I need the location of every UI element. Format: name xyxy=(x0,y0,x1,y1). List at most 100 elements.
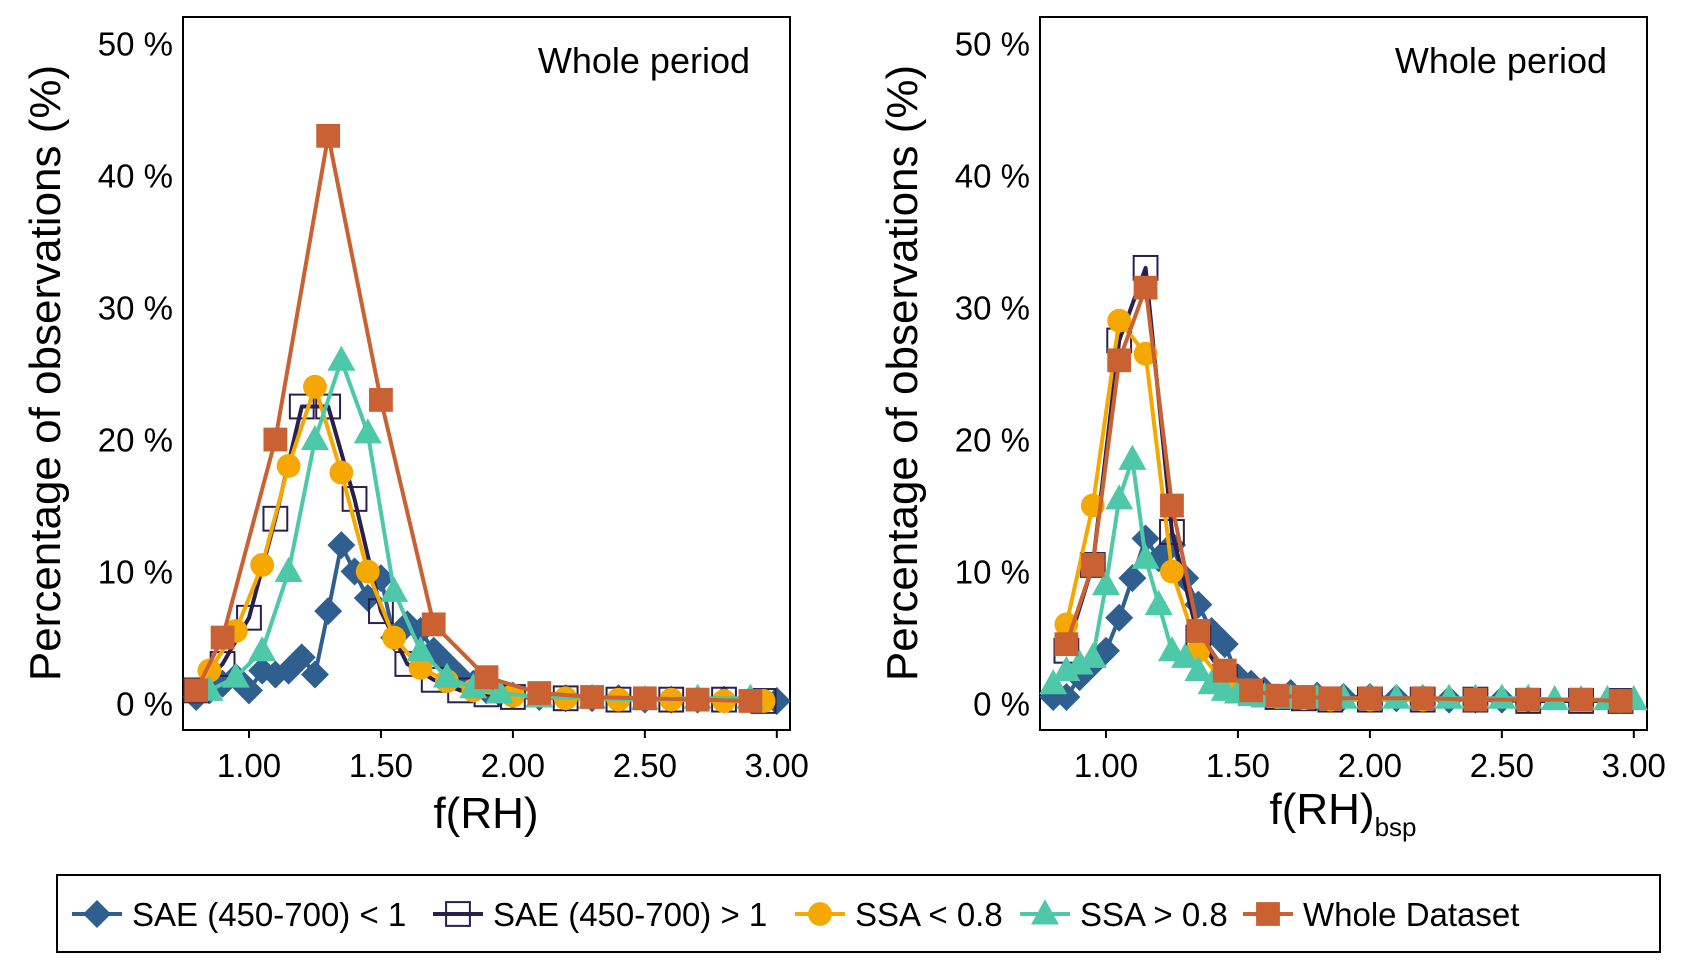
diamond-icon xyxy=(83,900,111,928)
right-data-point xyxy=(1078,642,1107,668)
left-y-tick-label: 40 % xyxy=(98,157,173,194)
open-square-icon xyxy=(445,901,471,927)
left-x-tick-label: 1.00 xyxy=(217,747,281,784)
left-data-point xyxy=(341,486,368,512)
left-data-point xyxy=(353,418,382,444)
left-data-point xyxy=(184,678,209,703)
legend-label: SSA < 0.8 xyxy=(855,896,1003,933)
left-panel: 1.00 1.50 2.00 2.50 3.00 0 % 10 % 20 % 30 % 40 % 5… xyxy=(21,16,809,838)
right-data-point xyxy=(1292,685,1316,709)
right-series-line xyxy=(1064,318,1621,703)
left-data-point xyxy=(288,393,315,420)
right-series-whole-dataset xyxy=(1054,275,1633,713)
left-data-point xyxy=(355,559,380,584)
right-data-point xyxy=(1357,686,1382,711)
left-data-point xyxy=(300,660,329,689)
left-y-tick-label: 10 % xyxy=(98,554,173,591)
left-data-point xyxy=(406,636,435,662)
right-data-point xyxy=(1118,564,1147,593)
right-data-point xyxy=(1540,684,1569,711)
right-tick-layer: 1.00 1.50 2.00 2.50 3.00 0 % 10 % 20 % 30 % 40 % 5… xyxy=(955,25,1666,784)
legend-label: SAE (450-700) < 1 xyxy=(132,896,406,933)
right-data-point xyxy=(1186,619,1211,643)
right-series-layer xyxy=(1039,254,1648,714)
left-data-point xyxy=(369,388,393,412)
right-data-point xyxy=(1160,559,1184,584)
left-data-point xyxy=(262,505,289,532)
left-x-axis-title: f(RH) xyxy=(433,789,538,838)
left-data-point xyxy=(459,673,488,699)
right-data-point xyxy=(1239,678,1264,703)
right-data-point xyxy=(1265,683,1290,708)
legend-item: SSA > 0.8 xyxy=(1020,896,1228,933)
right-data-point xyxy=(1463,687,1488,712)
left-data-point xyxy=(327,345,356,371)
right-data-point xyxy=(1160,493,1184,518)
right-y-tick-label: 40 % xyxy=(955,157,1030,194)
right-data-point xyxy=(1054,632,1079,657)
left-data-point xyxy=(250,553,275,577)
left-y-axis-title: Percentage of observations (%) xyxy=(21,65,70,681)
left-series-layer xyxy=(182,123,791,715)
left-data-point xyxy=(287,643,316,672)
left-data-point xyxy=(421,612,446,637)
right-series-sae-450-700-1 xyxy=(1053,254,1634,714)
right-data-point xyxy=(1569,687,1593,712)
right-data-point xyxy=(1091,570,1120,596)
left-panel-label: Whole period xyxy=(538,40,750,81)
left-data-point xyxy=(329,460,354,485)
left-data-point xyxy=(263,427,288,452)
right-data-point xyxy=(1052,655,1081,682)
left-x-tick-label: 1.50 xyxy=(349,747,413,784)
legend-item: SAE (450-700) < 1 xyxy=(72,896,406,933)
left-data-point xyxy=(274,556,303,583)
triangle-icon xyxy=(1031,899,1059,925)
legend-label: SAE (450-700) > 1 xyxy=(493,896,767,933)
left-data-point xyxy=(314,597,343,626)
left-y-tick-label: 50 % xyxy=(98,25,173,62)
right-data-point xyxy=(1080,553,1105,577)
left-data-point xyxy=(327,531,356,560)
legend: SAE (450-700) < 1 SAE (450-700) > 1 SSA < … xyxy=(56,874,1661,953)
left-data-point xyxy=(300,424,329,451)
right-y-tick-label: 10 % xyxy=(955,554,1030,591)
right-data-point xyxy=(1107,308,1132,333)
right-y-tick-label: 30 % xyxy=(955,289,1030,326)
right-panel-label: Whole period xyxy=(1395,40,1607,81)
left-data-point xyxy=(382,625,407,650)
circle-icon xyxy=(808,902,832,926)
right-data-point xyxy=(1065,649,1094,675)
left-data-point xyxy=(408,656,433,680)
left-data-point xyxy=(432,662,461,688)
legend-label: Whole Dataset xyxy=(1303,896,1519,933)
right-data-point xyxy=(1105,484,1134,510)
right-data-point xyxy=(1435,683,1464,709)
left-y-tick-label: 30 % xyxy=(98,289,173,326)
right-data-point xyxy=(1131,543,1160,569)
left-data-point xyxy=(527,681,552,705)
left-y-tick-label: 0 % xyxy=(116,686,173,723)
right-y-axis-title: Percentage of observations (%) xyxy=(878,65,927,681)
left-plot-frame xyxy=(182,16,791,731)
left-data-point xyxy=(221,662,250,688)
right-data-point xyxy=(1184,655,1213,682)
right-y-tick-label: 0 % xyxy=(973,686,1030,723)
right-y-tick-label: 20 % xyxy=(955,422,1030,459)
left-data-point xyxy=(248,636,277,662)
right-data-point xyxy=(1487,683,1516,709)
right-data-point xyxy=(1144,589,1173,616)
left-data-point xyxy=(580,685,604,709)
right-data-point xyxy=(1210,630,1239,659)
right-data-point xyxy=(1410,686,1435,711)
legend-item: SSA < 0.8 xyxy=(795,896,1003,933)
left-data-point xyxy=(316,123,341,148)
right-data-point xyxy=(1516,687,1541,712)
right-data-point xyxy=(1171,642,1200,668)
left-series-whole-dataset xyxy=(184,123,763,713)
left-x-tick-label: 2.50 xyxy=(613,747,677,784)
legend-item: SAE (450-700) > 1 xyxy=(433,896,767,933)
legend-label: SSA > 0.8 xyxy=(1080,896,1228,933)
left-series-line xyxy=(194,133,751,703)
right-y-tick-label: 50 % xyxy=(955,25,1030,62)
right-x-tick-label: 2.00 xyxy=(1338,747,1402,784)
